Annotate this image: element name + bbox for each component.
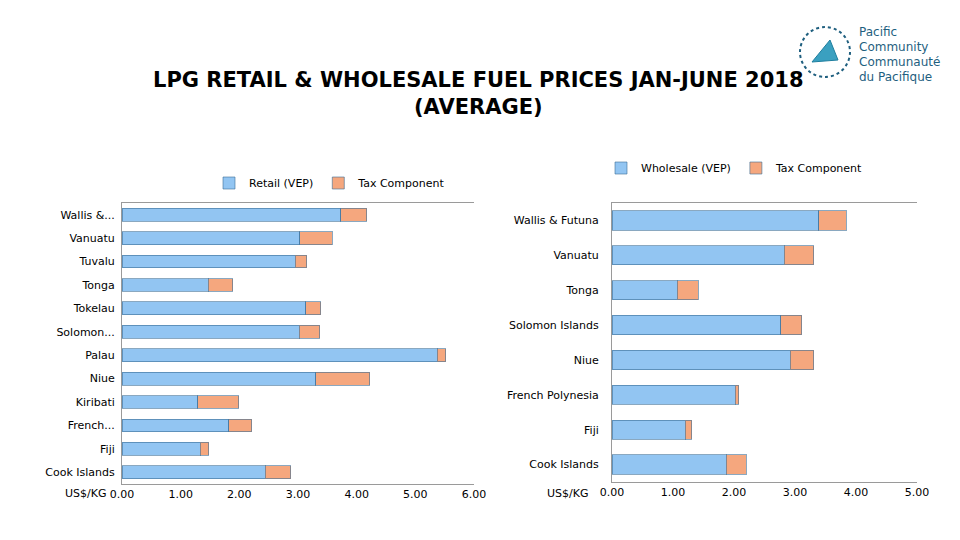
svg-text:Tax Component: Tax Component bbox=[775, 162, 862, 175]
svg-text:LPG RETAIL & WHOLESALE FUEL PR: LPG RETAIL & WHOLESALE FUEL PRICES JAN-J… bbox=[153, 68, 804, 119]
svg-text:Vanuatu: Vanuatu bbox=[69, 232, 114, 245]
svg-text:0.00: 0.00 bbox=[600, 486, 625, 499]
svg-text:Tonga: Tonga bbox=[566, 284, 599, 297]
svg-text:Cook Islands: Cook Islands bbox=[529, 458, 599, 471]
svg-text:Wholesale (VEP): Wholesale (VEP) bbox=[641, 162, 731, 175]
svg-text:Tuvalu: Tuvalu bbox=[78, 255, 114, 268]
svg-text:Community: Community bbox=[859, 40, 928, 54]
svg-text:Tokelau: Tokelau bbox=[73, 302, 115, 315]
svg-text:Wallis & Futuna: Wallis & Futuna bbox=[514, 214, 599, 227]
svg-text:2.00: 2.00 bbox=[722, 486, 747, 499]
svg-text:Solomon Islands: Solomon Islands bbox=[509, 319, 599, 332]
svg-text:3.00: 3.00 bbox=[286, 488, 311, 501]
svg-text:Niue: Niue bbox=[90, 372, 115, 385]
svg-text:French...: French... bbox=[68, 419, 115, 432]
svg-text:Tonga: Tonga bbox=[82, 279, 115, 292]
svg-text:5.00: 5.00 bbox=[905, 486, 930, 499]
svg-text:0.00: 0.00 bbox=[110, 488, 135, 501]
svg-text:4.00: 4.00 bbox=[844, 486, 869, 499]
svg-text:Kiribati: Kiribati bbox=[76, 396, 115, 409]
svg-text:1.00: 1.00 bbox=[661, 486, 686, 499]
svg-text:du Pacifique: du Pacifique bbox=[859, 70, 932, 84]
svg-text:Cook Islands: Cook Islands bbox=[45, 466, 115, 479]
svg-text:Fiji: Fiji bbox=[100, 443, 115, 456]
svg-text:Solomon...: Solomon... bbox=[56, 326, 114, 339]
svg-text:Tax Component: Tax Component bbox=[357, 177, 444, 190]
svg-text:2.00: 2.00 bbox=[227, 488, 252, 501]
svg-text:Palau: Palau bbox=[85, 349, 115, 362]
svg-text:US$/KG: US$/KG bbox=[65, 487, 106, 500]
svg-text:4.00: 4.00 bbox=[344, 488, 369, 501]
svg-text:US$/KG: US$/KG bbox=[547, 487, 588, 500]
svg-text:Communauté: Communauté bbox=[859, 55, 940, 69]
svg-text:1.00: 1.00 bbox=[168, 488, 193, 501]
svg-text:French Polynesia: French Polynesia bbox=[507, 389, 599, 402]
svg-text:Retail (VEP): Retail (VEP) bbox=[249, 177, 313, 190]
svg-text:Niue: Niue bbox=[574, 354, 599, 367]
svg-text:6.00: 6.00 bbox=[462, 488, 487, 501]
svg-text:5.00: 5.00 bbox=[403, 488, 428, 501]
svg-text:Wallis &...: Wallis &... bbox=[60, 209, 114, 222]
svg-text:Fiji: Fiji bbox=[584, 424, 599, 437]
svg-text:Vanuatu: Vanuatu bbox=[553, 249, 598, 262]
svg-text:3.00: 3.00 bbox=[783, 486, 808, 499]
svg-text:Pacific: Pacific bbox=[859, 25, 897, 39]
